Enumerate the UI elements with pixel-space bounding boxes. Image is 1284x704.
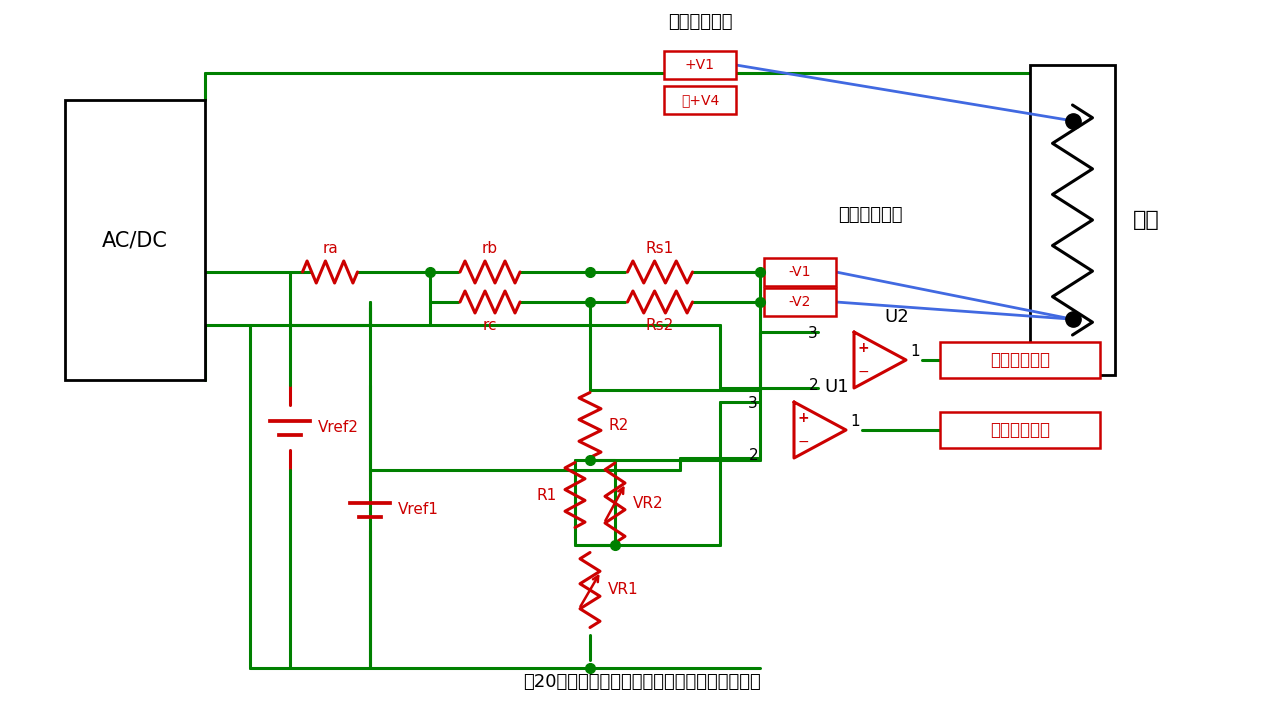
Text: Rs2: Rs2	[646, 318, 674, 333]
Bar	[940, 412, 1100, 448]
Text: -V2: -V2	[788, 295, 811, 309]
Bar	[664, 51, 736, 79]
Bar	[764, 288, 836, 316]
Text: 出力端子－側: 出力端子－側	[837, 206, 903, 224]
Text: +: +	[858, 341, 869, 355]
Text: AC/DC: AC/DC	[101, 230, 168, 250]
Text: −: −	[858, 365, 869, 379]
Text: 1: 1	[910, 344, 919, 360]
Bar	[940, 342, 1100, 378]
Text: 1: 1	[850, 415, 859, 429]
Bar	[1030, 65, 1115, 375]
Text: VR1: VR1	[609, 582, 638, 598]
Text: rb: rb	[482, 241, 498, 256]
Text: 3: 3	[749, 396, 758, 412]
Text: 過電流信号１: 過電流信号１	[990, 421, 1050, 439]
Text: 3: 3	[808, 327, 818, 341]
Text: Rs1: Rs1	[646, 241, 674, 256]
Text: −: −	[797, 435, 809, 449]
Text: 過電流信号２: 過電流信号２	[990, 351, 1050, 369]
Text: +V1: +V1	[684, 58, 715, 72]
Text: VR2: VR2	[633, 496, 664, 510]
Text: 2: 2	[749, 448, 758, 463]
Text: 出力端子＋側: 出力端子＋側	[668, 13, 732, 31]
Text: Vref1: Vref1	[398, 503, 439, 517]
Text: ra: ra	[322, 241, 338, 256]
Text: rc: rc	[483, 318, 497, 333]
Text: R1: R1	[537, 487, 557, 503]
Text: -V1: -V1	[788, 265, 811, 279]
Bar	[65, 100, 205, 380]
Bar	[664, 86, 736, 114]
Text: U1: U1	[824, 378, 849, 396]
Text: 負荷: 負荷	[1132, 210, 1159, 230]
Text: U2: U2	[883, 308, 909, 326]
Bar	[764, 258, 836, 286]
Text: +: +	[797, 411, 809, 425]
Text: 2: 2	[809, 379, 818, 394]
Text: R2: R2	[609, 417, 628, 432]
Text: ～+V4: ～+V4	[681, 93, 719, 107]
Text: Vref2: Vref2	[318, 420, 358, 436]
Text: 図20　端子台過電流保護の詳細回路（改善後）: 図20 端子台過電流保護の詳細回路（改善後）	[523, 673, 761, 691]
